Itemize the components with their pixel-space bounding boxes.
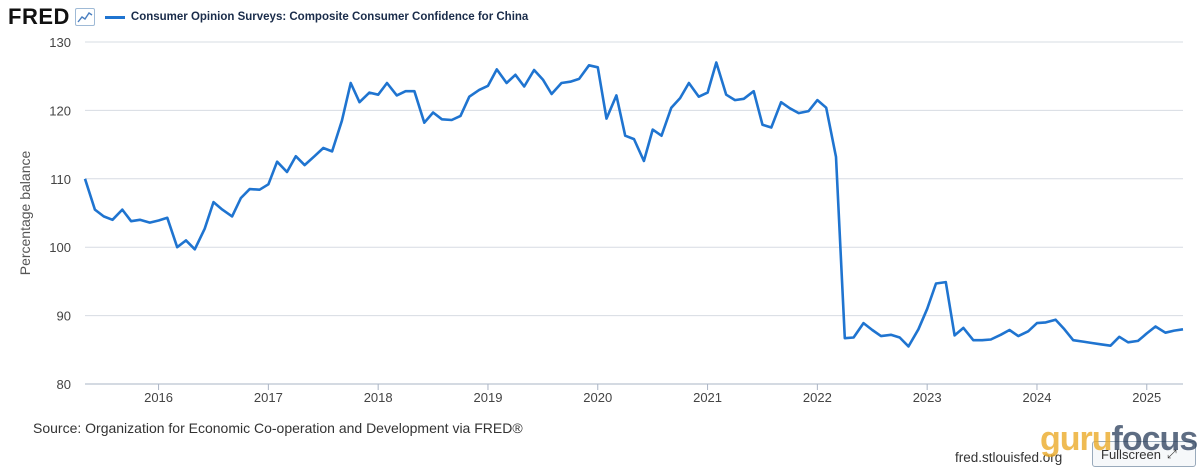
- fullscreen-label: Fullscreen: [1101, 446, 1161, 462]
- x-tick-label: 2021: [693, 390, 722, 405]
- y-tick-label: 90: [57, 309, 71, 324]
- x-tick-label: 2018: [364, 390, 393, 405]
- legend: Consumer Opinion Surveys: Composite Cons…: [104, 11, 529, 23]
- x-tick-label: 2022: [803, 390, 832, 405]
- y-tick-label: 130: [49, 35, 71, 50]
- fred-logo[interactable]: FRED: [8, 4, 70, 29]
- x-tick-label: 2024: [1023, 390, 1052, 405]
- chart-header: FRED Consumer Opinion Surveys: Composite…: [8, 4, 528, 30]
- x-ticks: 2016 2017 2018 2019 2020 2021 2022 2023 2024 2025: [144, 384, 1161, 405]
- x-tick-label: 2016: [144, 390, 173, 405]
- legend-series-label: Consumer Opinion Surveys: Composite Cons…: [130, 11, 529, 23]
- grid-lines: [85, 41, 1183, 385]
- site-link[interactable]: fred.stlouisfed.org: [955, 450, 1063, 465]
- line-chart-icon[interactable]: [74, 8, 95, 26]
- y-tick-label: 100: [49, 240, 71, 255]
- x-tick-label: 2025: [1132, 390, 1161, 405]
- x-tick-label: 2019: [474, 390, 503, 405]
- y-tick-labels: 80 90 100 110 120 130: [49, 35, 71, 392]
- x-tick-label: 2023: [913, 390, 942, 405]
- legend-line-swatch: [104, 15, 125, 19]
- fullscreen-button[interactable]: Fullscreen ⤢: [1092, 441, 1196, 467]
- x-tick-label: 2017: [254, 390, 283, 405]
- series-group: [83, 61, 1184, 348]
- source-note: Source: Organization for Economic Co-ope…: [33, 420, 523, 436]
- x-tick-label: 2020: [583, 390, 612, 405]
- y-tick-label: 120: [49, 103, 71, 118]
- expand-icon: ⤢: [1166, 446, 1177, 461]
- y-tick-label: 110: [50, 172, 71, 187]
- y-axis-title: Percentage balance: [17, 151, 33, 276]
- y-tick-label: 80: [57, 377, 71, 392]
- series-line-0[interactable]: [83, 61, 1184, 348]
